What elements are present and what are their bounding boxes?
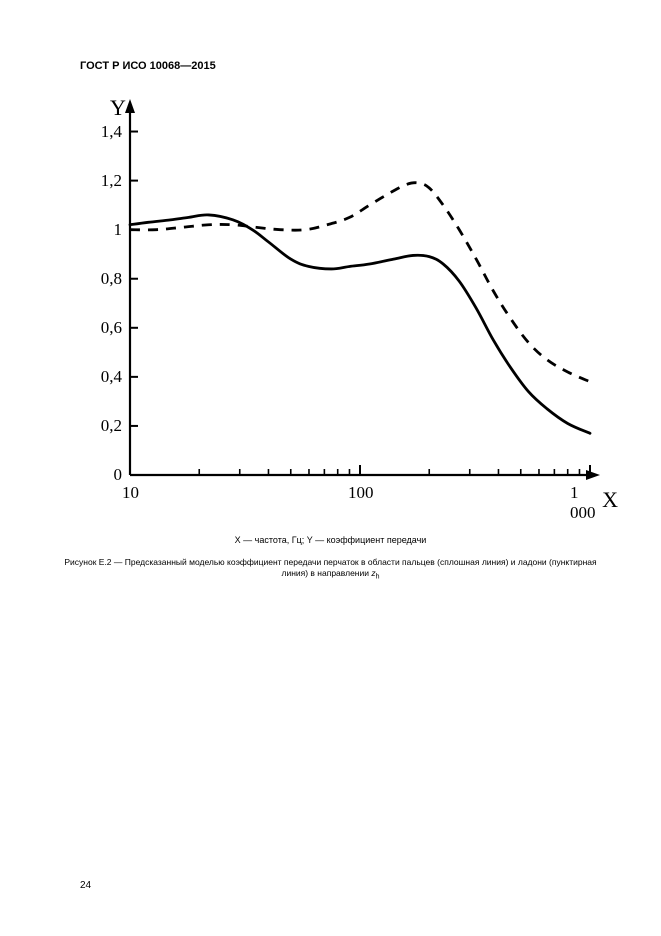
chart-svg	[80, 95, 600, 505]
x-axis-label: X	[602, 487, 618, 513]
document-standard-header: ГОСТ Р ИСО 10068—2015	[80, 60, 216, 72]
axis-caption: X — частота, Гц; Y — коэффициент передач…	[0, 535, 661, 545]
figure-caption: Рисунок Е.2 — Предсказанный моделью коэф…	[60, 557, 601, 583]
page-number: 24	[80, 880, 91, 891]
series-dashed-palm	[130, 183, 590, 382]
z-subscript: h	[376, 574, 380, 581]
page: ГОСТ Р ИСО 10068—2015 Y 0 0,2 0,4 0,6 0,…	[0, 0, 661, 936]
figure-caption-text: Рисунок Е.2 — Предсказанный моделью коэф…	[64, 557, 596, 578]
chart-container: Y 0 0,2 0,4 0,6 0,8 1 1,2 1,4 10 100 1 0…	[80, 95, 600, 505]
series-solid-fingers	[130, 215, 590, 433]
